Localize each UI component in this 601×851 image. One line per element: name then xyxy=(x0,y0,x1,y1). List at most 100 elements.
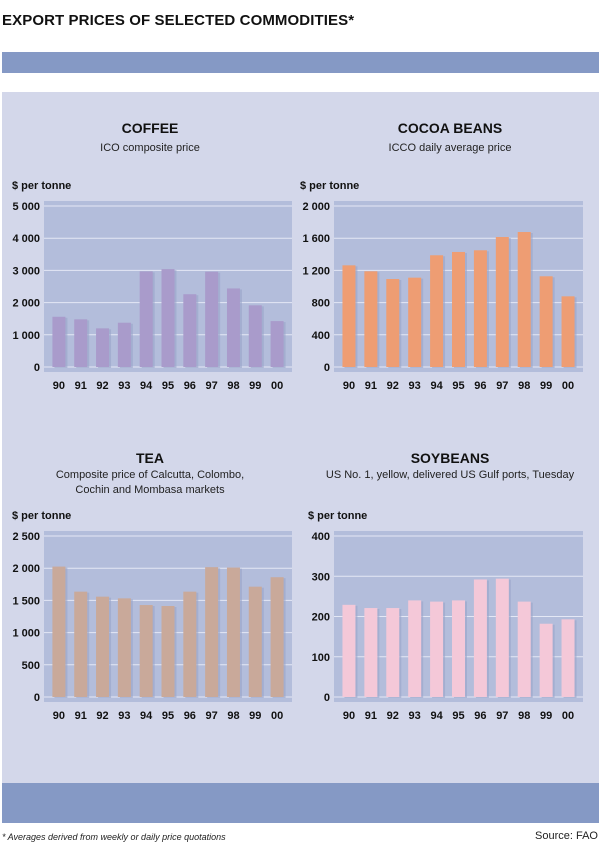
x-tick-label: 96 xyxy=(474,380,486,392)
bar-91 xyxy=(364,271,378,367)
bar-96 xyxy=(183,591,197,697)
y-tick-label: 500 xyxy=(22,660,40,672)
y-tick-label: 0 xyxy=(34,692,40,704)
y-tick-label: 1 200 xyxy=(302,265,330,277)
x-tick-label: 90 xyxy=(53,380,65,392)
bar-plot: 0 500 1 000 1 500 2 000 2 500 90 91 92 93 94 95 96 97… xyxy=(12,531,292,722)
x-tick-label: 95 xyxy=(452,710,464,722)
bar-99 xyxy=(539,623,553,697)
y-tick-label: 1 500 xyxy=(12,595,40,607)
y-axis-label: $ per tonne xyxy=(300,180,360,192)
x-tick-label: 95 xyxy=(162,380,174,392)
bar-91 xyxy=(74,319,88,367)
y-tick-label: 5 000 xyxy=(12,201,40,213)
y-tick-label: 2 000 xyxy=(302,201,330,213)
x-tick-label: 96 xyxy=(184,380,196,392)
bar-92 xyxy=(96,328,110,367)
y-axis-label: $ per tonne xyxy=(12,180,72,192)
bar-00 xyxy=(561,296,575,367)
y-tick-label: 1 600 xyxy=(302,233,330,245)
x-tick-label: 94 xyxy=(430,710,443,722)
bar-94 xyxy=(139,271,153,367)
bar-90 xyxy=(342,604,356,697)
x-tick-label: 95 xyxy=(162,710,174,722)
bar-99 xyxy=(248,305,262,367)
y-tick-label: 1 000 xyxy=(12,330,40,342)
y-tick-label: 400 xyxy=(312,330,330,342)
chart-title: COFFEE xyxy=(121,120,179,136)
y-tick-label: 0 xyxy=(324,362,330,374)
y-tick-label: 0 xyxy=(324,692,330,704)
bar-95 xyxy=(161,269,175,367)
bar-99 xyxy=(539,276,553,367)
bar-94 xyxy=(430,601,444,697)
y-tick-label: 300 xyxy=(312,571,330,583)
chart-subtitle-line: Cochin and Mombasa markets xyxy=(75,484,225,496)
x-tick-label: 94 xyxy=(140,710,153,722)
bar-91 xyxy=(364,608,378,697)
y-tick-label: 1 000 xyxy=(12,628,40,640)
chart-tea: TEA Composite price of Calcutta, Colombo… xyxy=(0,440,300,740)
bar-96 xyxy=(473,579,487,697)
x-tick-label: 91 xyxy=(75,710,87,722)
y-tick-label: 200 xyxy=(312,612,330,624)
bar-95 xyxy=(452,600,465,697)
x-tick-label: 98 xyxy=(518,380,530,392)
y-tick-label: 0 xyxy=(34,362,40,374)
bar-98 xyxy=(226,288,240,367)
x-tick-label: 00 xyxy=(562,710,574,722)
chart-title: COCOA BEANS xyxy=(397,120,503,136)
x-tick-label: 99 xyxy=(249,380,261,392)
y-tick-label: 4 000 xyxy=(12,233,40,245)
x-tick-label: 97 xyxy=(206,710,218,722)
chart-subtitle-line: ICCO daily average price xyxy=(388,142,512,154)
x-tick-label: 91 xyxy=(365,710,377,722)
y-axis-label: $ per tonne xyxy=(12,510,72,522)
bar-00 xyxy=(561,619,575,697)
page-title: EXPORT PRICES OF SELECTED COMMODITIES* xyxy=(2,12,355,29)
chart-subtitle-line: US No. 1, yellow, delivered US Gulf port… xyxy=(325,469,575,481)
x-tick-label: 93 xyxy=(118,380,130,392)
bar-91 xyxy=(74,591,88,697)
bar-plot: 0 100 200 300 400 90 91 92 93 94 95 96 97 98 99 00 xyxy=(312,531,583,722)
footnote: * Averages derived from weekly or daily … xyxy=(2,832,226,842)
bar-90 xyxy=(52,316,66,367)
y-tick-label: 800 xyxy=(312,298,330,310)
bar-93 xyxy=(117,322,131,367)
bar-95 xyxy=(452,251,465,367)
x-tick-label: 97 xyxy=(206,380,218,392)
bar-96 xyxy=(183,294,197,367)
bar-93 xyxy=(408,600,422,697)
bar-00 xyxy=(270,577,284,697)
bar-plot: 0 1 000 2 000 3 000 4 000 5 000 90 91 92 93 94 95 96… xyxy=(12,201,292,392)
bar-93 xyxy=(117,598,131,697)
chart-coffee: COFFEE ICO composite price $ per tonne 0… xyxy=(0,110,300,410)
bar-94 xyxy=(430,255,444,367)
chart-cocoa-beans: COCOA BEANS ICCO daily average price $ p… xyxy=(300,110,600,410)
x-tick-label: 97 xyxy=(496,380,508,392)
bar-97 xyxy=(205,567,219,697)
bar-92 xyxy=(96,596,110,697)
x-tick-label: 99 xyxy=(249,710,261,722)
x-tick-label: 90 xyxy=(53,710,65,722)
bar-00 xyxy=(270,321,284,367)
bar-98 xyxy=(517,601,531,697)
bar-99 xyxy=(248,586,262,697)
x-tick-label: 93 xyxy=(118,710,130,722)
y-tick-label: 2 000 xyxy=(12,298,40,310)
bar-92 xyxy=(386,608,400,697)
x-tick-label: 90 xyxy=(343,710,355,722)
bar-plot: 0 400 800 1 200 1 600 2 000 90 91 92 93 94 95 96 97 98… xyxy=(302,201,583,392)
x-tick-label: 94 xyxy=(430,380,443,392)
bar-93 xyxy=(408,277,422,367)
bar-96 xyxy=(473,250,487,367)
x-tick-label: 99 xyxy=(540,380,552,392)
x-tick-label: 00 xyxy=(271,710,283,722)
x-tick-label: 95 xyxy=(452,380,464,392)
bar-94 xyxy=(139,605,153,697)
x-tick-label: 93 xyxy=(409,710,421,722)
x-tick-label: 93 xyxy=(409,380,421,392)
x-tick-label: 98 xyxy=(227,710,239,722)
y-tick-label: 2 000 xyxy=(12,563,40,575)
header-band xyxy=(2,52,599,73)
